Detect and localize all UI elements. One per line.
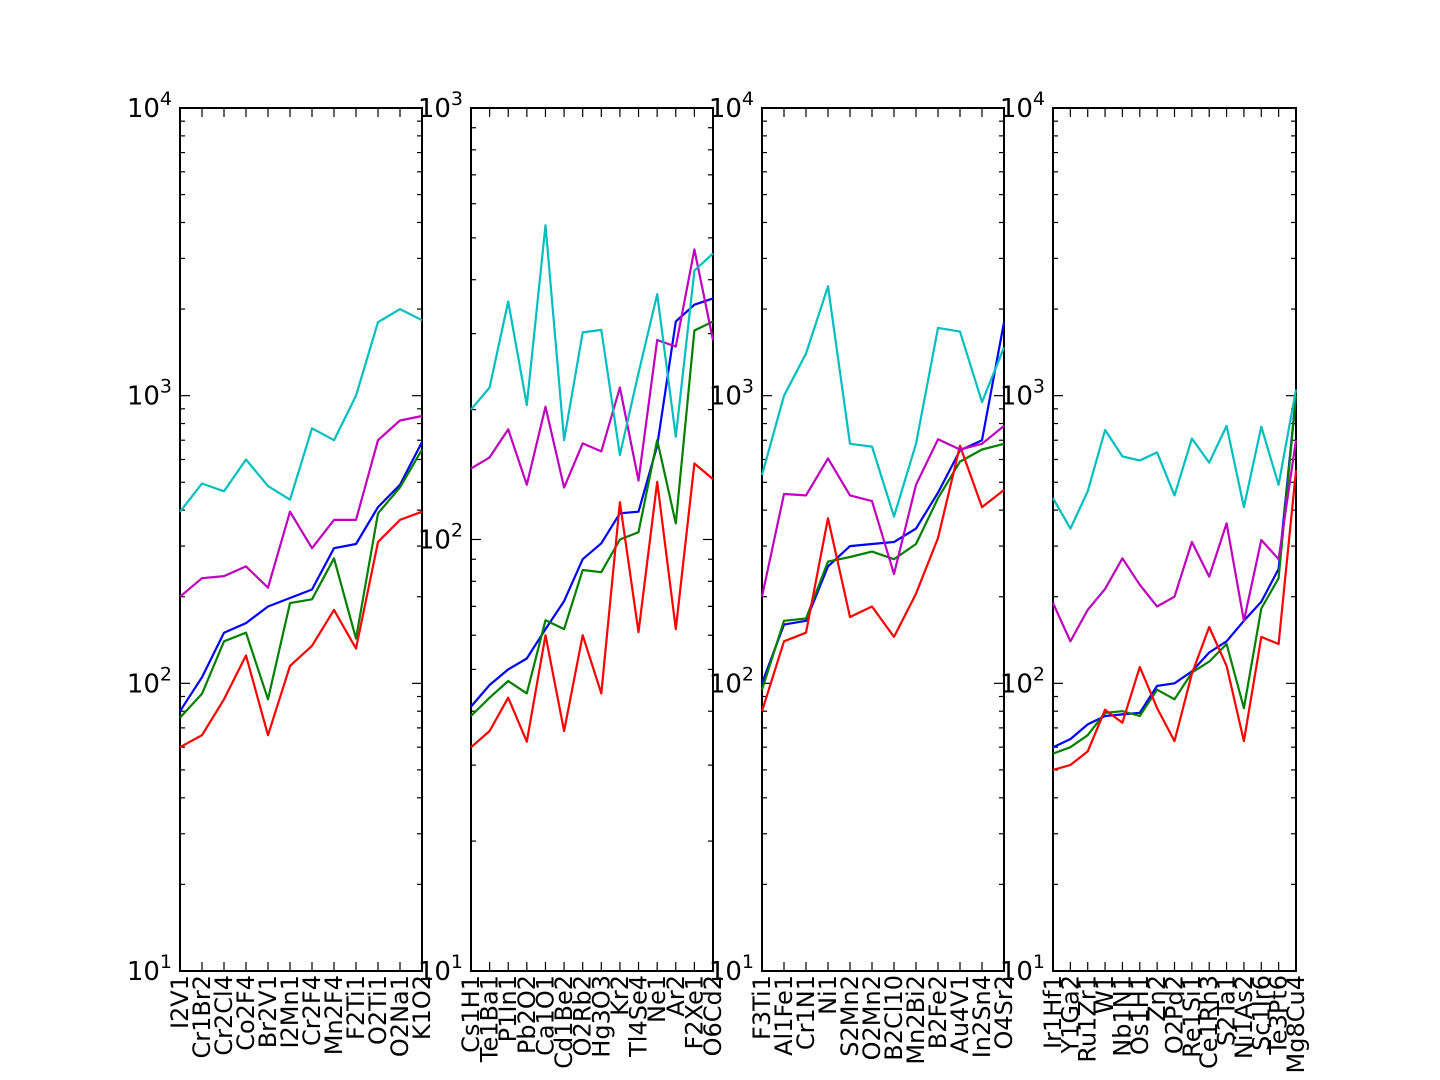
xtick-label: B2Fe2 [924, 975, 952, 1049]
xtick-label: Cs1H1 [457, 975, 485, 1053]
xtick-label: Ar2 [662, 975, 690, 1017]
chart-panel-3: 101 102 103 104 F3Ti1Al1Fe1Cr1N1Ni1S2Mn2O2Mn… [709, 88, 1018, 1065]
chart-panel-1: 101 102 103 104 I2V1Cr1Br2Cr2Cl4Co2F4Br2V1I2… [127, 88, 436, 1059]
series-line-5 [179, 308, 423, 513]
xtick-label: Au4V1 [946, 975, 974, 1054]
xtick-label: S2Mn2 [836, 975, 864, 1057]
xtick-label: Tl4Se4 [625, 975, 653, 1058]
chart-panel-2: 101 102 103 Cs1H1Te1Ba1P1In1Pb2O2Ca1O1Cd1Be… [418, 88, 727, 1069]
ytick-label: 102 [127, 663, 172, 699]
series-line-1 [760, 321, 1006, 684]
xtick-label: Mn2F4 [320, 975, 348, 1055]
series-line-4 [760, 425, 1005, 597]
xtick-label: O4Sr2 [990, 975, 1018, 1050]
ytick-label: 102 [418, 520, 463, 556]
xtick-label: B2Cl10 [880, 975, 908, 1061]
xtick-label: Te1Ba1 [476, 975, 504, 1063]
xtick-label: Ir1Hf1 [1039, 975, 1067, 1049]
xtick-label: O2Ti1 [364, 975, 392, 1045]
series-line-4 [1051, 440, 1298, 643]
ytick-label: 102 [709, 663, 754, 699]
ytick-label: 101 [127, 951, 172, 987]
xtick-label: Y1Ga2 [1056, 975, 1084, 1055]
xtick-label: Ru1Zr1 [1074, 975, 1102, 1063]
xtick-label: Cr2F4 [298, 975, 326, 1046]
series-line-2 [1052, 395, 1298, 755]
xtick-label: Os1H1 [1126, 975, 1154, 1055]
xtick-label: O2Rb2 [569, 975, 597, 1056]
series-line-5 [760, 285, 1006, 518]
ytick-label: 103 [709, 376, 754, 412]
xtick-label: O2Pd2 [1161, 975, 1189, 1054]
series-line-1 [470, 297, 714, 708]
xtick-label: S2Ta1 [1213, 975, 1241, 1046]
series-line-2 [760, 442, 1005, 691]
ytick-label: 104 [1000, 88, 1045, 124]
series-line-1 [1052, 395, 1298, 749]
xtick-label: Ni1As2 [1230, 975, 1258, 1059]
series-line-4 [470, 248, 715, 489]
xtick-label: Co2F4 [232, 975, 260, 1051]
plot-frame [179, 107, 423, 972]
xtick-label: Ca1O1 [531, 975, 559, 1056]
series-line-1 [179, 441, 423, 712]
xtick-label: Hg3O3 [587, 975, 615, 1058]
series-line-3 [179, 510, 423, 749]
ytick-label: 102 [1000, 663, 1045, 699]
series-line-2 [470, 320, 714, 717]
ytick-label: 103 [418, 88, 463, 124]
xtick-label: Nb1N1 [1108, 975, 1136, 1057]
xtick-label: I2V1 [166, 975, 194, 1029]
xtick-label: O6Cd2 [699, 975, 727, 1056]
xtick-label: K1O2 [408, 975, 436, 1040]
plot-frame [470, 107, 714, 972]
xtick-label: Re1Si1 [1178, 975, 1206, 1058]
series-line-5 [470, 224, 714, 457]
xtick-label: O2Mn2 [858, 975, 886, 1060]
series-line-5 [1052, 389, 1298, 530]
xtick-label: Cr1N1 [792, 975, 820, 1050]
xtick-label: Te3Pt6 [1265, 975, 1293, 1056]
ytick-label: 101 [1000, 951, 1045, 987]
xtick-label: F2Ti1 [342, 975, 370, 1040]
series-line-3 [470, 462, 714, 749]
series-line-3 [1052, 470, 1298, 771]
xtick-label: Ni1 [814, 975, 842, 1015]
xtick-label: Zn2 [1143, 975, 1171, 1022]
chart-panel-4: 101 102 103 104 Ir1Hf1Y1Ga2Ru1Zr1W1Nb1N1Os1H… [1000, 88, 1310, 1073]
xtick-label: Cr1Br2 [188, 975, 216, 1059]
xtick-label: F3Ti1 [748, 975, 776, 1040]
xtick-label: Sc1Ir6 [1247, 975, 1275, 1051]
xtick-label: Al1Fe1 [770, 975, 798, 1056]
series-line-2 [179, 448, 423, 719]
ytick-label: 101 [709, 951, 754, 987]
ytick-label: 104 [127, 88, 172, 124]
xtick-label: Br2V1 [254, 975, 282, 1048]
ytick-label: 103 [1000, 376, 1045, 412]
xtick-label: Kr2 [606, 975, 634, 1016]
ytick-label: 103 [127, 376, 172, 412]
xtick-label: Cr2Cl4 [210, 975, 238, 1056]
ytick-label: 101 [418, 951, 463, 987]
ytick-label: 104 [709, 88, 754, 124]
xtick-label: Mg8Cu4 [1282, 975, 1310, 1073]
xtick-label: I2Mn1 [276, 975, 304, 1049]
series-line-3 [760, 444, 1005, 712]
xtick-label: F2Xe1 [680, 975, 708, 1049]
xtick-label: W1 [1091, 975, 1119, 1014]
xtick-label: Pb2O2 [513, 975, 541, 1054]
plot-frame [1052, 107, 1297, 972]
xtick-label: Ce1Rh3 [1195, 975, 1223, 1069]
xtick-label: P1In1 [494, 975, 522, 1042]
xtick-label: Cd1Be2 [550, 975, 578, 1069]
xtick-label: Ne1 [643, 975, 671, 1023]
xtick-label: In2Sn4 [968, 975, 996, 1058]
xtick-label: Mn2Bi2 [902, 975, 930, 1065]
plot-frame [761, 107, 1005, 972]
series-line-4 [179, 414, 423, 598]
xtick-label: O2Na1 [386, 975, 414, 1057]
